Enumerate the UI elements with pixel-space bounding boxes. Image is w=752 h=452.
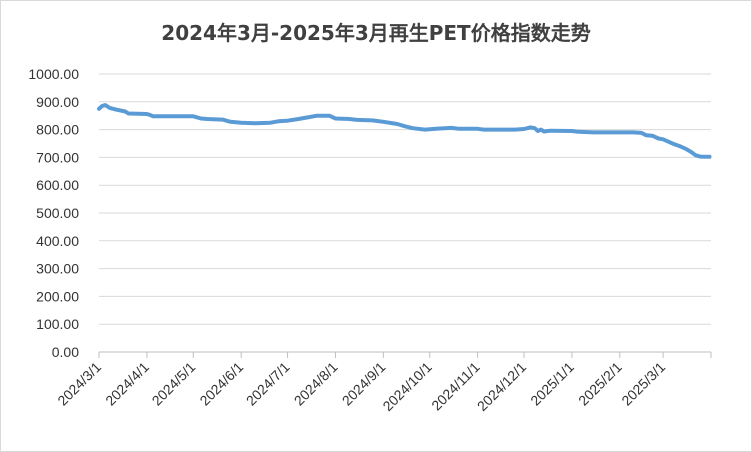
x-tick-label: 2024/11/1 [428, 359, 483, 414]
y-tick-label: 700.00 [36, 149, 79, 165]
x-tick-label: 2024/10/1 [379, 359, 435, 415]
x-tick-label: 2025/2/1 [575, 359, 625, 409]
y-tick-label: 600.00 [36, 177, 79, 193]
x-tick-label: 2024/6/1 [196, 359, 246, 409]
x-tick-label: 2025/3/1 [618, 359, 668, 409]
x-axis: 2024/3/12024/4/12024/5/12024/6/12024/7/1… [54, 351, 712, 415]
series-layer [97, 103, 712, 159]
y-axis: 0.00 100.00 200.00 300.00 400.00 500.00 600.00… [28, 66, 79, 360]
y-tick-label: 800.00 [36, 122, 79, 138]
y-tick-label: 1000.00 [28, 66, 79, 82]
x-tick-label: 2024/8/1 [291, 359, 341, 409]
x-tick-label: 2024/5/1 [149, 359, 199, 409]
series-line [97, 103, 712, 159]
x-tick-label: 2024/7/1 [243, 359, 293, 409]
y-tick-label: 100.00 [36, 316, 79, 332]
x-tick-label: 2024/4/1 [102, 359, 152, 409]
x-tick-label: 2024/12/1 [474, 359, 530, 415]
y-tick-label: 200.00 [36, 288, 79, 304]
gridlines [99, 73, 711, 325]
y-tick-label: 500.00 [36, 205, 79, 221]
x-tick-label: 2024/3/1 [54, 359, 104, 409]
chart-title: 2024年3月-2025年3月再生PET价格指数走势 [161, 21, 590, 45]
y-tick-label: 900.00 [36, 94, 79, 110]
y-tick-label: 0.00 [52, 344, 79, 360]
y-tick-label: 400.00 [36, 233, 79, 249]
y-tick-label: 300.00 [36, 261, 79, 277]
x-tick-label: 2025/1/1 [527, 359, 577, 409]
